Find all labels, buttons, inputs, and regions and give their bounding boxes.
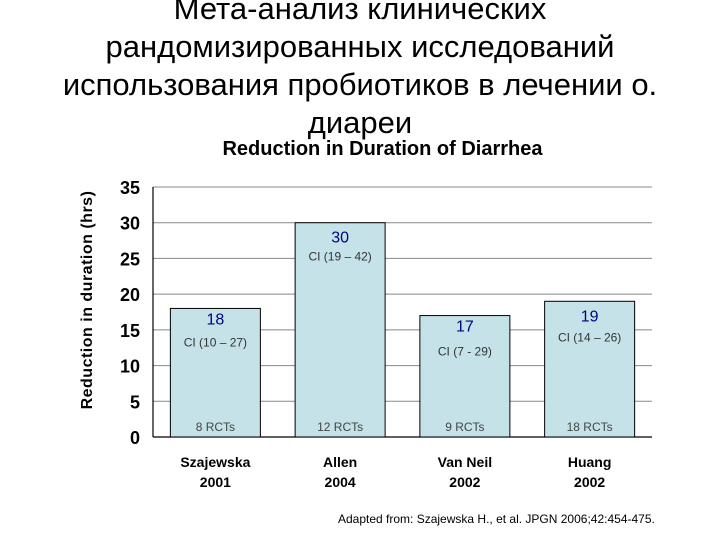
bar-rct-label: 12 RCTs — [317, 420, 363, 434]
y-tick-label: 10 — [120, 357, 140, 377]
y-tick-label: 5 — [130, 392, 140, 412]
bar — [419, 315, 511, 438]
slide-title-line: диареи — [307, 105, 413, 140]
y-tick-label: 35 — [120, 178, 140, 198]
y-tick-label: 15 — [120, 321, 140, 341]
y-tick-label: 20 — [120, 285, 140, 305]
bar-value-label: 18 — [206, 311, 224, 328]
y-tick-label: 25 — [120, 249, 140, 269]
bar-value-label: 30 — [331, 230, 349, 247]
bar-value-label: 19 — [581, 308, 599, 325]
x-category-year: 2002 — [449, 474, 480, 490]
bar-ci-label: CI (10 – 27) — [184, 335, 247, 349]
bar-rct-label: 9 RCTs — [445, 420, 484, 434]
bar-ci-label: CI (14 – 26) — [558, 330, 621, 344]
bar-rct-label: 8 RCTs — [196, 420, 235, 434]
x-category-year: 2002 — [574, 474, 605, 490]
x-category-label: Szajewska — [180, 454, 250, 470]
bar-ci-label: CI (19 – 42) — [308, 250, 371, 264]
bar — [169, 307, 261, 438]
slide-title-line: рандомизированных исследований — [105, 29, 615, 64]
bar-value-label: 17 — [456, 319, 474, 336]
y-tick-label: 30 — [120, 214, 140, 234]
x-category-year: 2001 — [200, 474, 231, 490]
source-citation: Adapted from: Szajewska H., et al. JPGN … — [338, 512, 655, 526]
x-category-year: 2004 — [325, 474, 356, 490]
chart-title: Reduction in Duration of Diarrhea — [222, 138, 543, 160]
x-category-label: Van Neil — [438, 454, 492, 470]
x-category-label: Huang — [568, 454, 612, 470]
y-tick-label: 0 — [130, 428, 140, 448]
slide-title-line: Мета-анализ клинических — [173, 0, 547, 26]
slide-title-line: использования пробиотиков в лечении о. — [62, 67, 658, 102]
x-category-label: Allen — [323, 454, 357, 470]
bar — [294, 222, 386, 438]
slide-title: Мета-анализ клинических рандомизированны… — [0, 0, 720, 142]
bar-rct-label: 18 RCTs — [567, 420, 613, 434]
bar — [544, 300, 636, 438]
bar-ci-label: CI (7 - 29) — [438, 345, 492, 359]
